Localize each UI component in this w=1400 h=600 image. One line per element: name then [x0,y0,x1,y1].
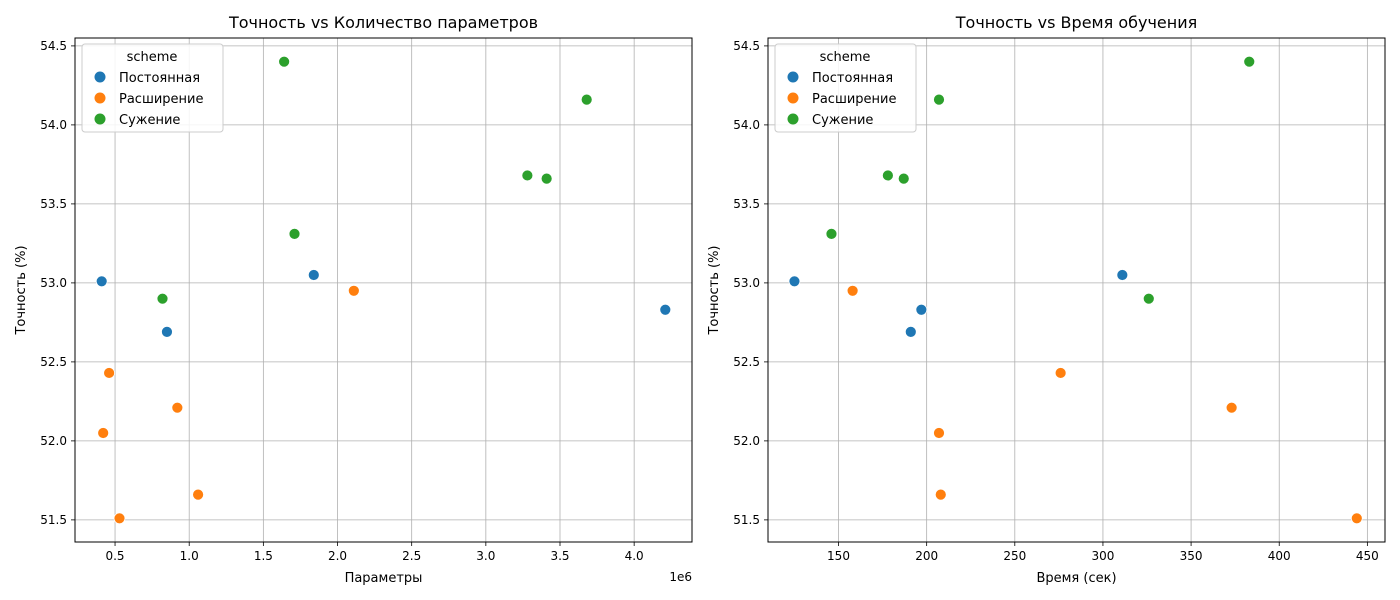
data-point [659,303,672,316]
y-tick-label: 52.0 [733,434,760,448]
data-point [540,172,553,185]
data-point [161,325,173,338]
y-tick-label: 53.5 [733,197,760,211]
data-point [881,169,894,182]
y-tick-label: 51.5 [733,513,760,527]
y-tick-label: 52.5 [733,355,760,369]
data-point [788,275,801,288]
data-point [288,228,301,240]
data-point [915,303,928,316]
legend-marker [787,92,799,104]
data-point [192,488,205,501]
legend-label: Сужение [812,113,873,128]
data-point [1142,292,1155,305]
x-tick-label: 350 [1180,549,1203,563]
legend-label: Расширение [812,92,897,107]
chart-title: Точность vs Время обучения [955,13,1197,32]
legend-marker [94,92,106,104]
x-tick-label: 150 [827,549,850,563]
chart-title: Точность vs Количество параметров [228,13,538,32]
x-axis-label: Параметры [345,571,423,586]
data-point [904,325,917,338]
x-tick-label: 0.5 [105,549,124,563]
data-point [521,169,534,182]
series-2 [97,284,360,525]
x-tick-label: 300 [1091,549,1114,563]
data-point [934,488,947,501]
y-tick-label: 51.5 [40,513,67,527]
x-tick-label: 1.0 [180,549,199,563]
series-3 [156,55,593,305]
legend-label: Сужение [119,113,180,128]
legend: scheme Постоянная Расширение Сужение [81,43,224,133]
x-tick-label: 3.0 [476,549,495,563]
x-tick-label: 2.0 [328,549,347,563]
x-tick-label: 200 [915,549,938,563]
legend-title: scheme [127,50,178,65]
x-tick-label: 450 [1356,549,1379,563]
chart-panel-2: 150 200 250 300 350 400 450 51.5 52.0 52.5 53.0 53.… [707,13,1386,586]
data-point [1116,269,1129,281]
series-1 [95,269,672,338]
series-3 [825,55,1256,305]
legend-marker [787,71,799,83]
data-point [846,284,859,297]
legend-marker [94,113,106,125]
legend-frame [774,43,917,133]
x-tick-label: 4.0 [625,549,644,563]
legend-frame [81,43,224,133]
data-point [307,269,320,281]
data-point [1350,512,1363,525]
x-tick-label: 400 [1268,549,1291,563]
y-tick-label: 53.0 [40,276,67,290]
data-point [1054,367,1067,379]
y-tick-label: 53.5 [40,197,67,211]
y-tick-label: 54.0 [733,118,760,132]
data-point [156,292,169,305]
x-axis-label: Время (сек) [1036,571,1116,586]
x-axis-offset-label: 1e6 [669,570,692,584]
y-tick-label: 54.5 [733,39,760,53]
legend: scheme Постоянная Расширение Сужение [774,43,917,133]
plot-frame [74,37,693,543]
data-point [897,172,910,185]
y-tick-label: 54.0 [40,118,67,132]
data-point [95,275,108,288]
data-point [113,512,126,525]
x-tick-label: 3.5 [550,549,569,563]
data-point [933,93,945,106]
data-point [347,284,360,297]
x-tick-label: 2.5 [402,549,421,563]
plot-frame [767,37,1386,543]
legend-label: Постоянная [119,71,200,86]
y-tick-label: 52.5 [40,355,67,369]
legend-marker [94,71,106,83]
data-point [933,427,945,439]
data-point [278,55,291,68]
series-1 [788,269,1129,338]
data-point [1225,401,1238,414]
y-tick-label: 52.0 [40,434,67,448]
chart-panel-1: 0.5 1.0 1.5 2.0 2.5 3.0 3.5 4.0 51.5 52.0 52.5 53.0… [14,13,693,586]
legend-marker [787,113,799,125]
y-axis-label: Точность (%) [14,245,29,335]
legend-label: Постоянная [812,71,893,86]
y-tick-label: 54.5 [40,39,67,53]
y-axis-label: Точность (%) [707,245,722,335]
x-tick-label: 1.5 [254,549,273,563]
data-point [97,427,110,439]
series-2 [846,284,1363,525]
data-point [1243,55,1256,68]
legend-title: scheme [820,50,871,65]
data-point [580,93,593,106]
data-point [103,367,116,379]
y-tick-label: 53.0 [733,276,760,290]
x-tick-label: 250 [1003,549,1026,563]
legend-label: Расширение [119,92,204,107]
data-point [171,401,184,414]
data-point [825,228,838,240]
